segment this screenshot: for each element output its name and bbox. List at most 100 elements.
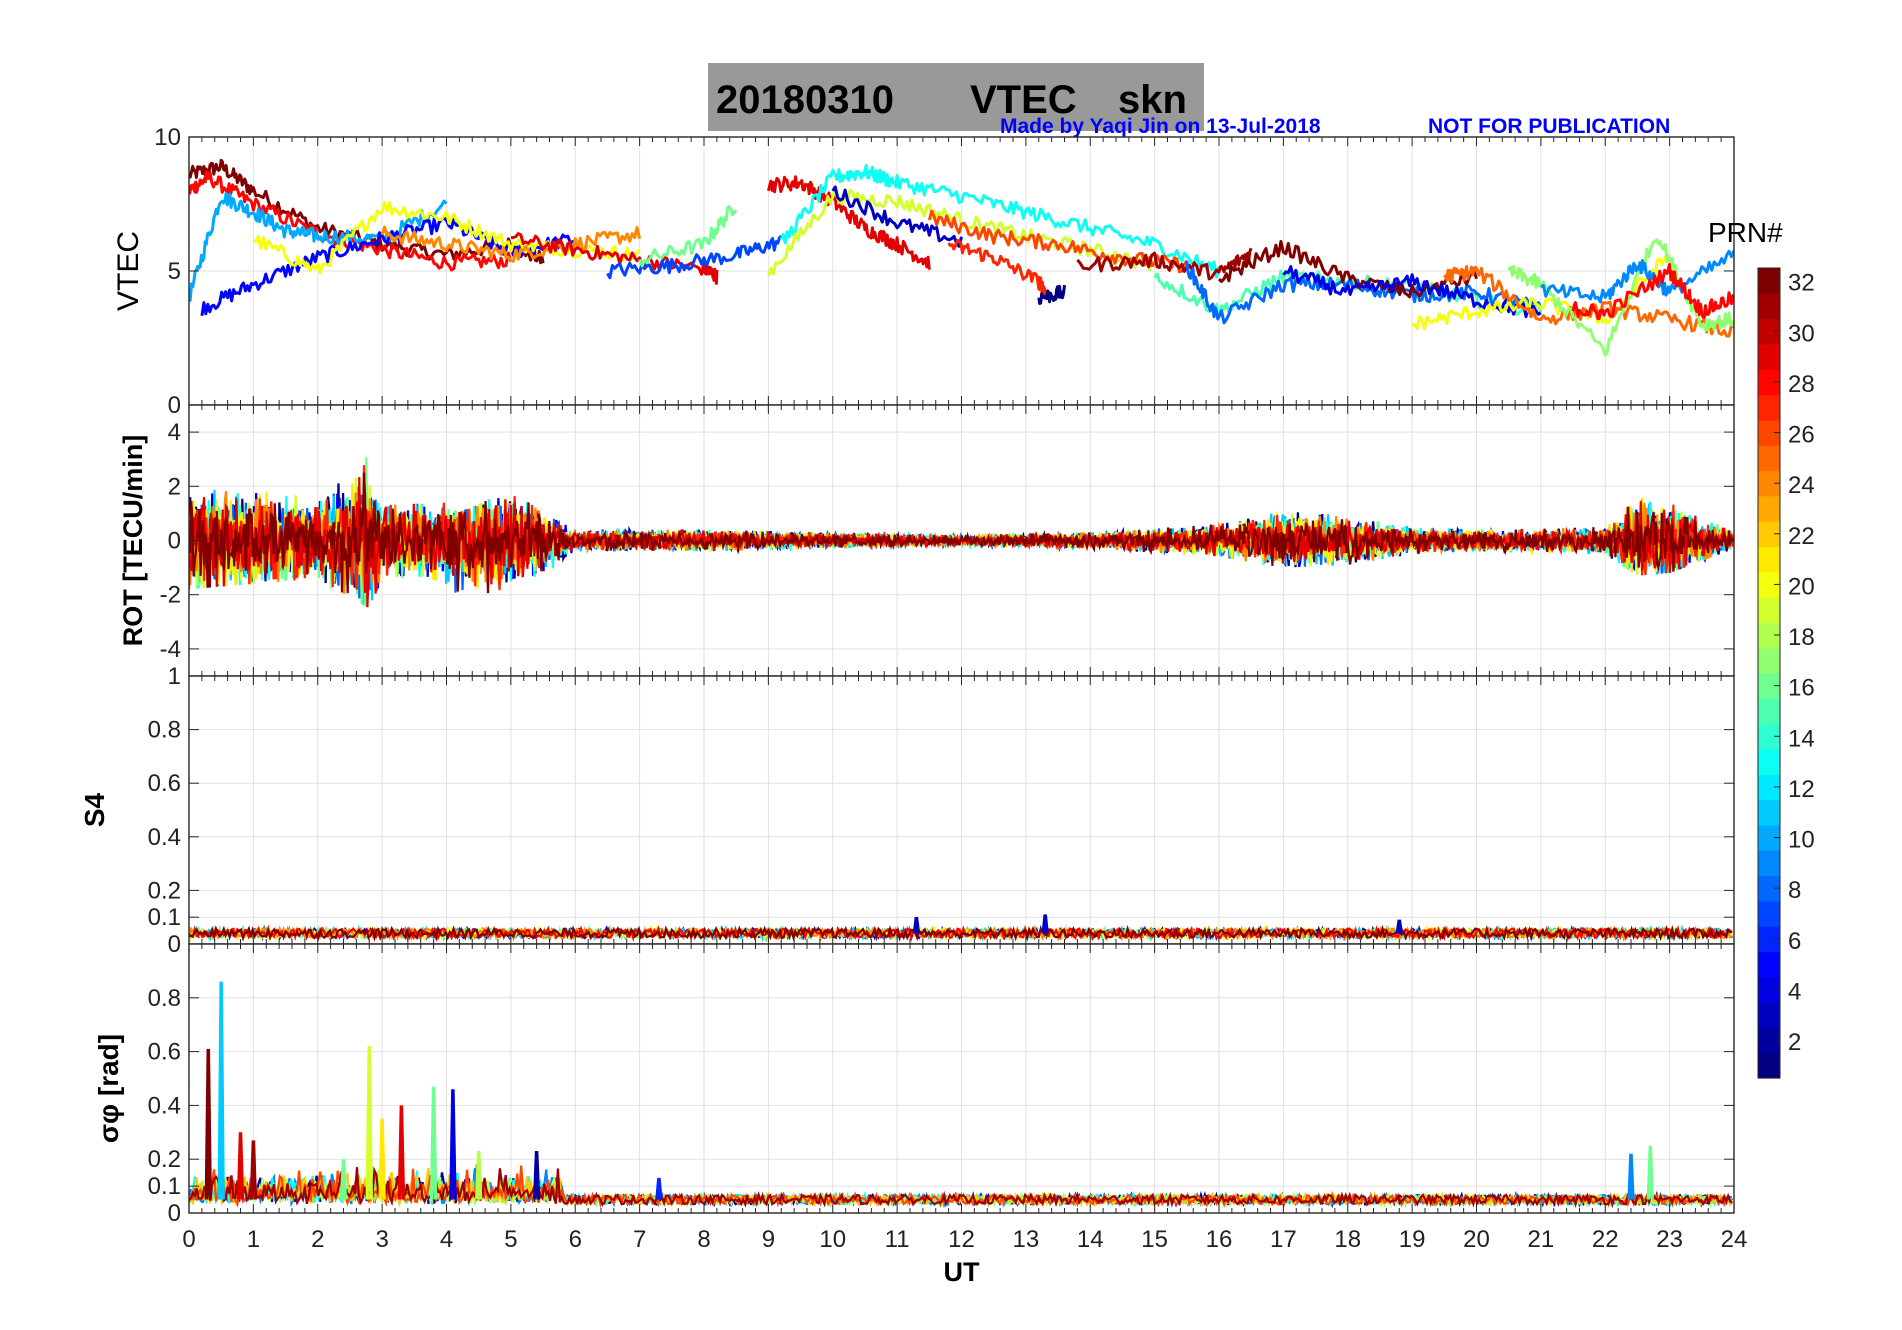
vtec-series-prn-13 bbox=[779, 164, 1221, 279]
colorbar-tick-label: 28 bbox=[1788, 371, 1815, 398]
xtick-label: 3 bbox=[375, 1226, 388, 1253]
colorbar-segment bbox=[1758, 597, 1780, 623]
xtick-label: 21 bbox=[1528, 1226, 1555, 1253]
xtick-label: 4 bbox=[440, 1226, 453, 1253]
sigma_phi-spike bbox=[475, 1151, 483, 1200]
colorbar-tick-label: 2 bbox=[1788, 1029, 1801, 1056]
colorbar-tick-label: 4 bbox=[1788, 978, 1801, 1005]
sigma_phi-spike bbox=[397, 1105, 406, 1200]
colorbar-tick-label: 8 bbox=[1788, 877, 1801, 904]
xtick-label: 6 bbox=[569, 1226, 582, 1253]
colorbar-segment bbox=[1758, 774, 1780, 801]
xtick-label: 15 bbox=[1141, 1226, 1168, 1253]
ytick-label-rot: -4 bbox=[160, 636, 181, 663]
ytick-label-vtec: 5 bbox=[168, 258, 181, 285]
colorbar-segment bbox=[1758, 976, 1780, 1003]
s4-series-prn-32 bbox=[189, 924, 1733, 942]
ytick-label-s4: 0.2 bbox=[148, 877, 181, 904]
title-date: 20180310 bbox=[716, 78, 894, 122]
colorbar-segment bbox=[1758, 369, 1780, 396]
xtick-label: 1 bbox=[247, 1226, 260, 1253]
sigma_phi-spike bbox=[378, 1118, 386, 1200]
colorbar-segment bbox=[1758, 900, 1780, 927]
vtec-series-prn-1 bbox=[1037, 284, 1066, 305]
colorbar-segment bbox=[1758, 799, 1780, 826]
sigma_phi-spike bbox=[449, 1089, 457, 1200]
vtec-series-prn-20 bbox=[253, 201, 641, 275]
colorbar-segment bbox=[1758, 445, 1780, 472]
ytick-label-s4: 0.8 bbox=[148, 717, 181, 744]
ytick-label-s4: 1 bbox=[168, 663, 181, 690]
panel-s4: 00.10.2 0.4 0.6 0.8 1 S4 bbox=[79, 663, 1735, 958]
colorbar-segment bbox=[1758, 824, 1780, 851]
colorbar-segment bbox=[1758, 1027, 1780, 1054]
xlabel: UT bbox=[944, 1257, 980, 1287]
panel-vtec: 0 5 10 VTEC bbox=[112, 124, 1735, 419]
colorbar-segment bbox=[1758, 571, 1780, 598]
xtick-label: 24 bbox=[1721, 1226, 1748, 1253]
ytick-label-sigma_phi: 0.8 bbox=[148, 985, 181, 1012]
colorbar-tick-label: 22 bbox=[1788, 523, 1815, 550]
vtec-series-prn-29 bbox=[510, 232, 719, 285]
sigma_phi-spike bbox=[655, 1177, 663, 1200]
vtec-series-prn-25 bbox=[1443, 265, 1734, 338]
colorbar-frame bbox=[1757, 267, 1781, 1079]
ytick-label-rot: 2 bbox=[168, 473, 181, 500]
ytick-label-s4: 0.1 bbox=[148, 904, 181, 931]
xtick-label: 22 bbox=[1592, 1226, 1619, 1253]
xtick-label: 20 bbox=[1463, 1226, 1490, 1253]
colorbar-tick-label: 14 bbox=[1788, 725, 1815, 752]
xtick-label: 18 bbox=[1334, 1226, 1361, 1253]
sigma_phi-spike bbox=[1646, 1145, 1654, 1200]
sigma_phi-spike bbox=[204, 1048, 212, 1200]
ytick-label-s4: 0.4 bbox=[148, 824, 181, 851]
data-vtec bbox=[189, 158, 1734, 357]
xtick-label: 14 bbox=[1077, 1226, 1104, 1253]
sigma_phi-series-prn-31 bbox=[189, 1166, 1733, 1209]
colorbar-segment bbox=[1758, 293, 1780, 320]
colorbar-segment bbox=[1758, 1052, 1780, 1079]
colorbar-segment bbox=[1758, 926, 1780, 953]
colorbar-tick-label: 32 bbox=[1788, 270, 1815, 297]
colorbar-tick-label: 6 bbox=[1788, 928, 1801, 955]
ytick-label-rot: 4 bbox=[168, 419, 181, 446]
vtec-series-prn-29 bbox=[766, 175, 931, 270]
title-product: VTEC bbox=[970, 78, 1077, 122]
ylabel-rot: ROT [TECU/min] bbox=[118, 435, 148, 646]
colorbar-tick-label: 10 bbox=[1788, 827, 1815, 854]
ytick-label-s4: 0.6 bbox=[148, 770, 181, 797]
colorbar-tick-label: 12 bbox=[1788, 776, 1815, 803]
xtick-label: 17 bbox=[1270, 1226, 1297, 1253]
sigma_phi-spike bbox=[429, 1086, 438, 1200]
data-sigma_phi bbox=[189, 981, 1734, 1209]
xtick-label: 5 bbox=[504, 1226, 517, 1253]
ytick-label-s4: 0 bbox=[168, 931, 181, 958]
vtec-series-prn-7 bbox=[606, 234, 783, 280]
ytick-label-sigma_phi: 0.1 bbox=[148, 1173, 181, 1200]
colorbar-tick-label: 24 bbox=[1788, 472, 1815, 499]
xtick-label: 0 bbox=[182, 1226, 195, 1253]
vtec-series-prn-24 bbox=[380, 225, 642, 263]
ylabel-sigma_phi: σφ [rad] bbox=[93, 1034, 124, 1143]
ylabel-s4: S4 bbox=[79, 792, 110, 827]
s4-spike bbox=[1041, 914, 1049, 934]
vtec-series-prn-4 bbox=[1282, 265, 1542, 319]
ytick-label-vtec: 10 bbox=[154, 124, 181, 151]
colorbar-segment bbox=[1758, 521, 1780, 548]
vtec-series-prn-9 bbox=[1540, 249, 1734, 304]
colorbar-label: PRN# bbox=[1708, 217, 1783, 248]
ytick-label-sigma_phi: 0 bbox=[168, 1200, 181, 1227]
ylabel-vtec: VTEC bbox=[112, 231, 145, 311]
colorbar-segment bbox=[1758, 850, 1780, 877]
sigma_phi-spike bbox=[217, 981, 225, 1200]
panel-sigma_phi: 00.10.20.40.60.8σφ [rad]0 1 2 3 4 5 6 7 8 9 10 11 12… bbox=[93, 943, 1748, 1287]
title-block: 20180310 VTEC skn bbox=[708, 63, 1204, 131]
colorbar-segment bbox=[1758, 673, 1780, 699]
xtick-label: 7 bbox=[633, 1226, 646, 1253]
xtick-label: 12 bbox=[948, 1226, 975, 1253]
colorbar-tick-label: 18 bbox=[1788, 624, 1815, 651]
xtick-label: 23 bbox=[1656, 1226, 1683, 1253]
sigma_phi-spike bbox=[365, 1046, 373, 1200]
credit-made-by: Made by Yaqi Jin on 13-Jul-2018 bbox=[1000, 115, 1321, 138]
